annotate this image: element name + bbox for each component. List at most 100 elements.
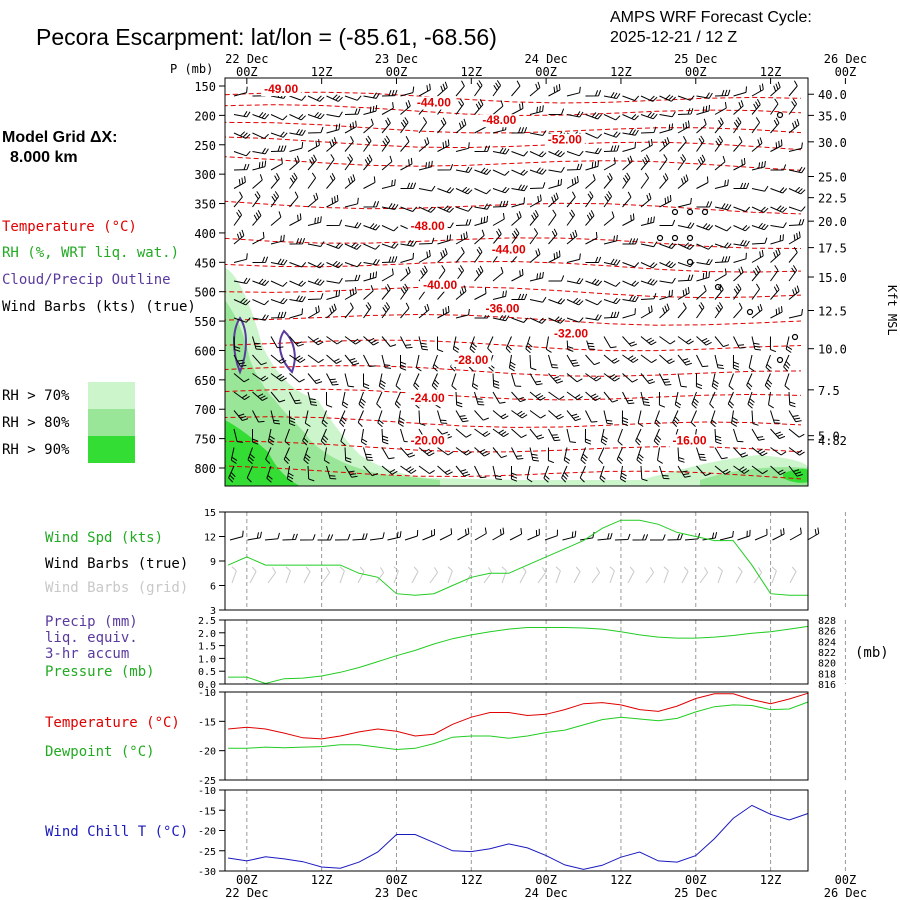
xs-wind-barb bbox=[529, 271, 544, 282]
xs-wind-barb bbox=[622, 213, 635, 226]
xs-wind-barb bbox=[585, 210, 595, 226]
xs-wind-barb bbox=[677, 336, 694, 345]
xs-wind-barb bbox=[770, 139, 783, 152]
xs-wind-barb bbox=[326, 219, 343, 226]
xs-wind-barb bbox=[289, 142, 304, 152]
xs-wind-barb bbox=[381, 465, 398, 475]
xs-wind-barb bbox=[474, 229, 485, 245]
xs-wind-barb bbox=[233, 150, 251, 157]
xs-wind-barb bbox=[640, 154, 650, 171]
kft-tick-label: 25.0 bbox=[818, 171, 847, 185]
xs-wind-barb bbox=[511, 410, 528, 419]
xs-wind-barb bbox=[764, 373, 773, 390]
xs-wind-barb bbox=[659, 465, 670, 480]
xs-wind-barb bbox=[548, 178, 562, 189]
xs-wind-barb bbox=[307, 216, 322, 226]
xs-wind-barb bbox=[320, 428, 329, 446]
xs-wind-barb bbox=[751, 185, 769, 192]
xs-wind-barb bbox=[714, 268, 727, 282]
xs-wind-barb bbox=[727, 391, 735, 409]
kft-tick-label: 22.5 bbox=[818, 192, 847, 206]
xs-wind-barb bbox=[696, 135, 705, 152]
isotherm-label-bg bbox=[451, 353, 492, 367]
isotherm-label: -44.00 bbox=[417, 96, 451, 110]
xs-wind-barb bbox=[585, 231, 598, 245]
xs-wind-barb bbox=[751, 99, 761, 115]
isotherm-label: -32.00 bbox=[554, 327, 588, 341]
xs-wind-barb bbox=[511, 317, 529, 323]
xs-wind-barb bbox=[511, 102, 524, 115]
precip-ytick: 2.0 bbox=[198, 629, 216, 640]
xs-wind-barb bbox=[603, 258, 621, 266]
pressure-tick-label: 550 bbox=[194, 315, 216, 329]
xs-wind-barb bbox=[400, 182, 417, 189]
xs-wind-barb bbox=[270, 311, 287, 319]
wind-ytick: 6 bbox=[210, 582, 216, 593]
isotherm-label: -20.00 bbox=[411, 433, 445, 447]
grid-barb bbox=[645, 567, 655, 584]
calm-markers bbox=[656, 111, 799, 364]
bottom-hour-label: 12Z bbox=[610, 873, 632, 887]
xs-wind-barb bbox=[770, 222, 787, 229]
xs-wind-barb bbox=[548, 316, 565, 324]
xs-wind-barb bbox=[566, 373, 583, 383]
isotherm-label-bg bbox=[261, 83, 302, 97]
xs-wind-barb bbox=[363, 201, 380, 208]
precip-yticks: 2.5 2.0 1.51.0 0.5 0.0 bbox=[198, 616, 225, 691]
kft-tick-label: 40.0 bbox=[818, 88, 847, 102]
xs-wind-barb bbox=[474, 287, 487, 300]
xs-wind-barb bbox=[580, 447, 588, 465]
xs-wind-barb bbox=[270, 173, 280, 189]
precip-ytick: 0.0 bbox=[198, 680, 216, 691]
xs-wind-barb bbox=[471, 373, 479, 390]
true-barb bbox=[404, 529, 419, 541]
xs-wind-barb bbox=[363, 243, 380, 250]
grid-barb bbox=[231, 566, 237, 584]
xs-wind-barb bbox=[788, 265, 798, 282]
kft-tick-label: 7.5 bbox=[818, 384, 840, 398]
isotherm-line bbox=[224, 121, 802, 134]
xs-wind-barb bbox=[659, 123, 673, 134]
grid-barb bbox=[339, 566, 345, 584]
xs-wind-barb bbox=[751, 206, 769, 213]
xs-wind-barb bbox=[529, 167, 547, 175]
xs-wind-barb bbox=[270, 211, 282, 226]
xs-wind-barb bbox=[733, 252, 747, 263]
xs-wind-barb bbox=[733, 302, 743, 319]
grid-barb bbox=[753, 567, 763, 584]
legend-windchill: Wind Chill T (°C) bbox=[45, 824, 188, 840]
xs-wind-barb bbox=[400, 117, 409, 134]
xs-wind-barb bbox=[381, 242, 399, 249]
isotherm-line bbox=[224, 260, 802, 273]
xs-wind-barb bbox=[710, 410, 717, 428]
calm-marker bbox=[776, 111, 784, 119]
pressure-ytick: 822 bbox=[818, 648, 836, 659]
bottom-hour-label: 00Z bbox=[236, 873, 258, 887]
xs-wind-barb bbox=[770, 81, 781, 97]
xs-wind-barb bbox=[696, 154, 706, 171]
top-hour-label: 00Z bbox=[535, 65, 557, 79]
wind-grid-barbs bbox=[231, 566, 797, 584]
xs-wind-barb bbox=[733, 283, 742, 300]
xs-wind-barb bbox=[492, 290, 507, 300]
xs-wind-barb bbox=[677, 354, 693, 366]
top-hour-label: 00Z bbox=[685, 65, 707, 79]
grid-barb bbox=[735, 566, 743, 584]
xs-wind-barb bbox=[307, 95, 325, 102]
grid-barb bbox=[375, 567, 385, 584]
isotherm-label: -36.00 bbox=[485, 301, 519, 315]
xs-wind-barb bbox=[733, 239, 750, 247]
xs-wind-barb bbox=[492, 447, 508, 459]
xs-wind-barb bbox=[474, 447, 490, 457]
xs-wind-barb bbox=[566, 391, 583, 401]
true-barb bbox=[614, 533, 631, 541]
top-hour-label: 12Z bbox=[460, 65, 482, 79]
xs-wind-barb bbox=[529, 151, 547, 158]
xs-wind-barb bbox=[326, 354, 342, 364]
wind-ytick: 12 bbox=[204, 533, 216, 544]
xs-wind-barb bbox=[307, 391, 318, 406]
legend-temp: Temperature (°C) bbox=[45, 715, 180, 731]
xs-wind-barb bbox=[344, 174, 356, 189]
xs-wind-barb bbox=[252, 111, 270, 120]
